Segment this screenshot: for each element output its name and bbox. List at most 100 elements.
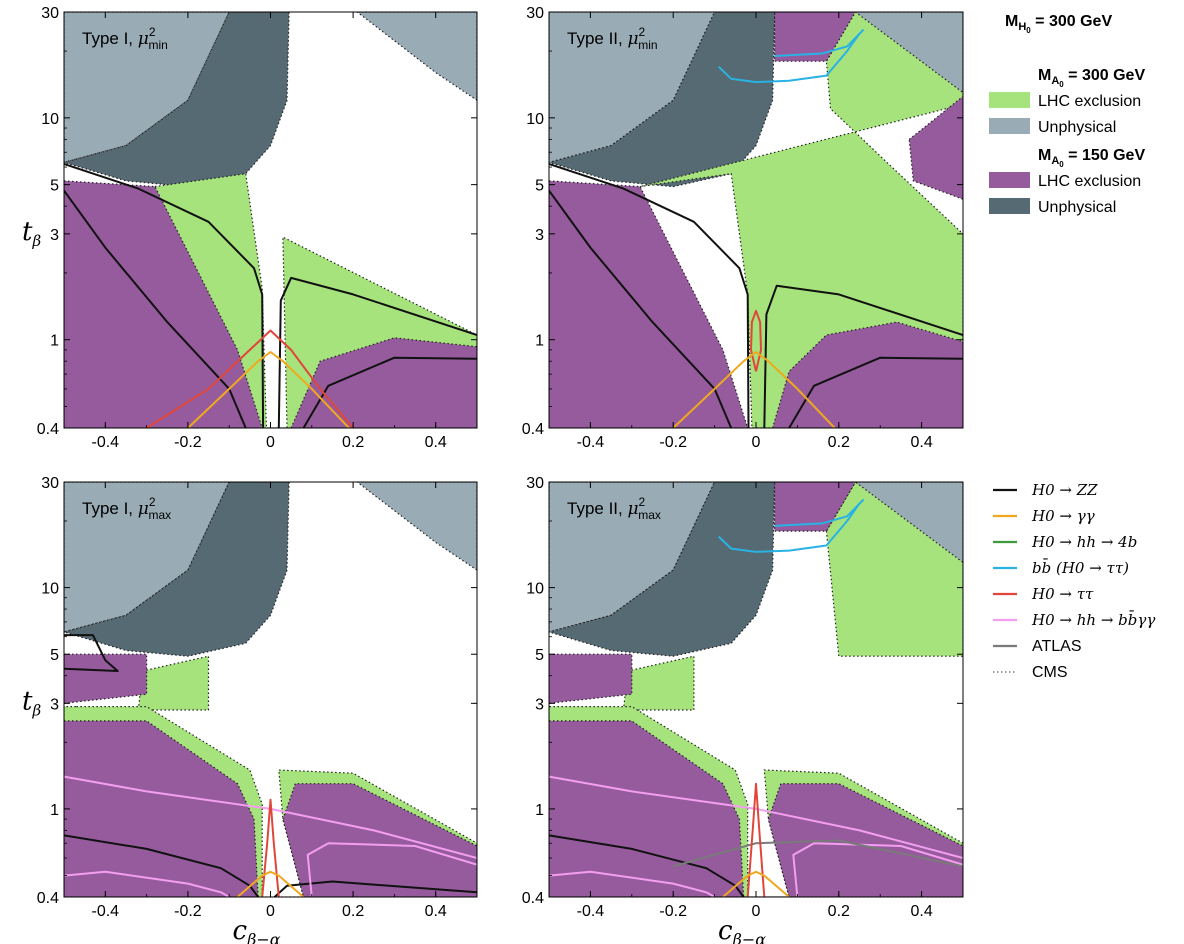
panel-label: Type I, μ2 max	[82, 495, 171, 522]
y-tick-label: 1	[50, 333, 59, 350]
x-tick-label: -0.2	[174, 434, 202, 451]
region-unphysical-m-a0-150-gev	[64, 482, 290, 657]
curve-h0	[236, 870, 305, 897]
y-tick-label: 3	[50, 227, 59, 244]
panel-type-i-max: -0.4 -0.2 0 0.2 0.4 0.4 1 3 5 10 30 Type I, μ2 max tβ…	[22, 475, 478, 944]
panel-label: Type II, μ2 max	[567, 495, 661, 522]
curve-h0-zz	[549, 190, 733, 428]
curve-h0-zz	[788, 356, 963, 428]
x-tick-label: -0.4	[577, 434, 605, 451]
legend-swatch-unphysical	[989, 118, 1030, 134]
x-tick-label: 0.4	[910, 903, 932, 920]
x-tick-label: 0	[266, 434, 275, 451]
curve-h0-zz	[302, 356, 477, 428]
legend-label-atlas: ATLAS	[1032, 638, 1082, 655]
region-unphysical-m-a0-300-gev	[64, 12, 230, 164]
y-tick-label: 1	[50, 802, 59, 819]
y-tick-label: 0.4	[522, 421, 544, 438]
y-tick-label: 1	[535, 333, 544, 350]
y-tick-label: 3	[50, 696, 59, 713]
region-lhc-exclusion-m-a0-150-gev	[908, 95, 963, 200]
y-axis-label: tβ	[22, 687, 41, 720]
curve-h0-zz	[64, 190, 247, 428]
curve-h0	[146, 329, 354, 428]
x-tick-label: -0.4	[92, 903, 120, 920]
panel-type-i-min: -0.4 -0.2 0 0.2 0.4 0.4 1 3 5 10 30 Type I, μ2 min tβ	[22, 5, 478, 451]
region-lhc-exclusion-m-a0-150-gev	[64, 180, 263, 428]
y-tick-label: 5	[50, 178, 59, 195]
region-unphysical-m-a0-300-gev	[549, 12, 716, 164]
y-tick-label: 0.4	[37, 890, 59, 907]
region-unphysical-m-a0-300-gev	[356, 482, 477, 571]
y-tick-label: 30	[41, 5, 59, 22]
curve-h0-zz	[64, 834, 259, 897]
curve-bb-h0	[718, 502, 861, 553]
curve-bb-h0	[774, 498, 865, 527]
x-tick-label: 0.4	[425, 903, 447, 920]
y-tick-label: 10	[41, 581, 59, 598]
region-lhc-exclusion-m-a0-150-gev	[549, 720, 745, 897]
y-tick-label: 3	[535, 227, 544, 244]
legend-swatch-lhc-exclusion	[989, 92, 1030, 108]
plot-area	[64, 12, 477, 428]
legend-label-lhc-exclusion: LHC exclusion	[1038, 93, 1141, 110]
plot-area	[64, 482, 477, 897]
y-tick-label: 10	[526, 111, 544, 128]
curve-h0-hh-bb	[549, 775, 963, 859]
x-tick-label: -0.2	[659, 903, 687, 920]
region-lhc-exclusion-m-a0-150-gev	[549, 180, 749, 428]
x-tick-label: 0	[266, 903, 275, 920]
curve-h0-zz	[549, 162, 750, 428]
plot-area	[549, 482, 963, 897]
curve-h0	[261, 798, 280, 897]
y-tick-label: 5	[535, 178, 544, 195]
curve-h0-hh-bb	[549, 870, 716, 897]
curve-h0-zz	[64, 634, 119, 672]
y-tick-label: 30	[41, 475, 59, 492]
region-lhc-exclusion-m-a0-300-gev	[137, 655, 210, 711]
panel-type-ii-min: -0.4 -0.2 0 0.2 0.4 0.4 1 3 5 10 30 Type II, μ2 min	[522, 5, 964, 451]
y-tick-label: 10	[526, 581, 544, 598]
curve-h0-zz	[763, 284, 963, 428]
legend-label-bb-h0: bb̄ (H0 → ττ)	[1032, 559, 1129, 577]
region-lhc-exclusion-m-a0-150-gev	[549, 653, 633, 704]
plot-area	[549, 12, 963, 428]
region-lhc-exclusion-m-a0-300-gev	[622, 655, 695, 711]
region-unphysical-m-a0-150-gev	[549, 482, 776, 657]
curve-atlas	[672, 839, 963, 868]
y-axis-label: tβ	[22, 217, 41, 250]
curve-h0-hh-bb	[792, 842, 963, 897]
legend-label-h0-hh-4b: H0 → hh → 4b	[1031, 533, 1137, 551]
y-tick-label: 30	[526, 5, 544, 22]
x-tick-label: 0.2	[828, 434, 850, 451]
x-tick-label: 0.2	[828, 903, 850, 920]
curve-h0	[722, 870, 790, 897]
x-tick-label: 0.2	[342, 903, 364, 920]
panel-type-ii-max: -0.4 -0.2 0 0.2 0.4 0.4 1 3 5 10 30 Type II, μ2 max c…	[522, 475, 964, 944]
x-tick-label: 0.4	[425, 434, 447, 451]
y-tick-label: 3	[535, 696, 544, 713]
region-lhc-exclusion-m-a0-150-gev	[771, 321, 963, 428]
x-tick-label: -0.4	[577, 903, 605, 920]
panel-label: Type II, μ2 min	[567, 25, 658, 52]
legend-label-h0-zz: H0 → ZZ	[1031, 481, 1098, 499]
x-tick-label: 0	[752, 434, 761, 451]
region-lhc-exclusion-m-a0-150-gev	[64, 720, 259, 897]
legend-label-h0: H0 → γγ	[1031, 507, 1095, 525]
legend-group-2-title: MA0 = 150 GeV	[1038, 147, 1145, 169]
legend-label-h0-hh-bb: H0 → hh → bb̄γγ	[1031, 611, 1155, 629]
y-tick-label: 0.4	[37, 421, 59, 438]
x-tick-label: -0.2	[659, 434, 687, 451]
x-tick-label: 0	[752, 903, 761, 920]
legend-swatch-unphysical	[989, 198, 1030, 214]
curve-h0	[746, 782, 766, 897]
region-lhc-exclusion-m-a0-150-gev	[282, 783, 477, 897]
legend-group-1-title: MA0 = 300 GeV	[1038, 67, 1145, 89]
region-lhc-exclusion-m-a0-150-gev	[290, 337, 477, 428]
curve-h0	[672, 351, 836, 428]
legend-label-unphysical: Unphysical	[1038, 119, 1116, 136]
legend-label-h0: H0 → ττ	[1031, 585, 1094, 603]
legend-label-unphysical: Unphysical	[1038, 199, 1116, 216]
legend-label-cms: CMS	[1032, 664, 1068, 681]
